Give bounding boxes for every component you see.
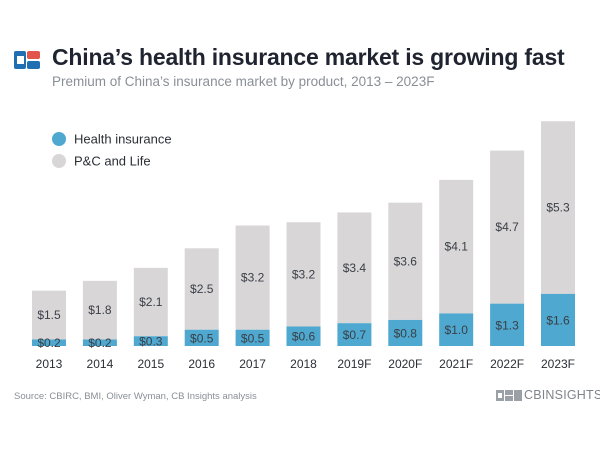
bar-pc-life [133,267,168,337]
bar-health [184,329,219,346]
x-tick-label: 2016 [188,357,215,371]
chart-title: China’s health insurance market is growi… [52,44,565,70]
data-label-pc-life: $4.7 [495,220,519,234]
data-label-pc-life: $3.2 [292,267,316,281]
stacked-bar-chart: Health insurance P&C and Life $1.5 $0.2 2013… [32,121,575,371]
x-tick-label: 2021F [439,357,473,371]
x-tick-label: 2013 [36,357,63,371]
legend-label-health: Health insurance [74,132,172,147]
bar-health [337,323,372,346]
bar-pc-life [439,179,474,314]
data-label-health: $0.5 [190,331,214,345]
bar-pc-life [286,222,321,327]
cb-insights-brand: CBINSIGHTS [496,387,600,403]
data-label-health: $1.6 [546,313,570,327]
x-tick-label: 2020F [388,357,422,371]
data-label-health: $1.3 [495,318,519,332]
bar-health [32,339,66,346]
brand-text: CBINSIGHTS [524,388,600,402]
data-label-pc-life: $3.2 [241,271,265,285]
bar-pc-life [184,248,219,330]
data-label-health: $0.3 [139,335,163,349]
data-label-health: $0.5 [241,331,265,345]
x-tick-label: 2022F [490,357,524,371]
data-label-health: $0.7 [343,328,367,342]
data-label-pc-life: $4.1 [445,240,469,254]
source-note: Source: CBIRC, BMI, Oliver Wyman, CB Ins… [14,391,257,402]
bar-pc-life [490,150,525,304]
chart-subtitle: Premium of China’s insurance market by p… [52,74,435,89]
data-label-health: $0.2 [88,336,112,350]
bar-pc-life [82,280,117,340]
bar-health [286,326,321,346]
bar-pc-life [32,290,66,340]
legend-marker-health [52,132,66,146]
x-tick-label: 2014 [87,357,114,371]
data-label-pc-life: $5.3 [546,201,570,215]
bar-health [541,293,575,346]
data-label-pc-life: $2.1 [139,295,163,309]
bar-health [490,303,525,346]
x-tick-label: 2015 [137,357,164,371]
bar-health [133,336,168,346]
bar-pc-life [337,212,372,324]
bar-pc-life [235,225,270,330]
bar-health [388,319,423,346]
data-label-pc-life: $3.4 [343,261,367,275]
x-tick-label: 2018 [290,357,317,371]
data-label-pc-life: $1.8 [88,303,112,317]
data-label-health: $1.0 [445,323,469,337]
legend-label-pc-life: P&C and Life [74,154,151,169]
x-tick-label: 2017 [239,357,266,371]
bar-health [82,339,117,346]
bar-health [439,313,474,346]
data-label-pc-life: $3.6 [394,254,418,268]
data-label-health: $0.6 [292,330,316,344]
data-label-health: $0.2 [37,336,61,350]
x-tick-label: 2023F [541,357,575,371]
data-label-pc-life: $2.5 [190,282,214,296]
x-tick-label: 2019F [337,357,371,371]
data-label-health: $0.8 [394,326,418,340]
data-label-pc-life: $1.5 [37,308,61,322]
cb-insights-logo-icon [14,51,40,69]
legend-marker-pc-life [52,154,66,168]
bar-pc-life [541,121,575,294]
bar-health [235,329,270,346]
bar-pc-life [388,202,423,320]
cb-insights-brand-icon [496,389,522,401]
